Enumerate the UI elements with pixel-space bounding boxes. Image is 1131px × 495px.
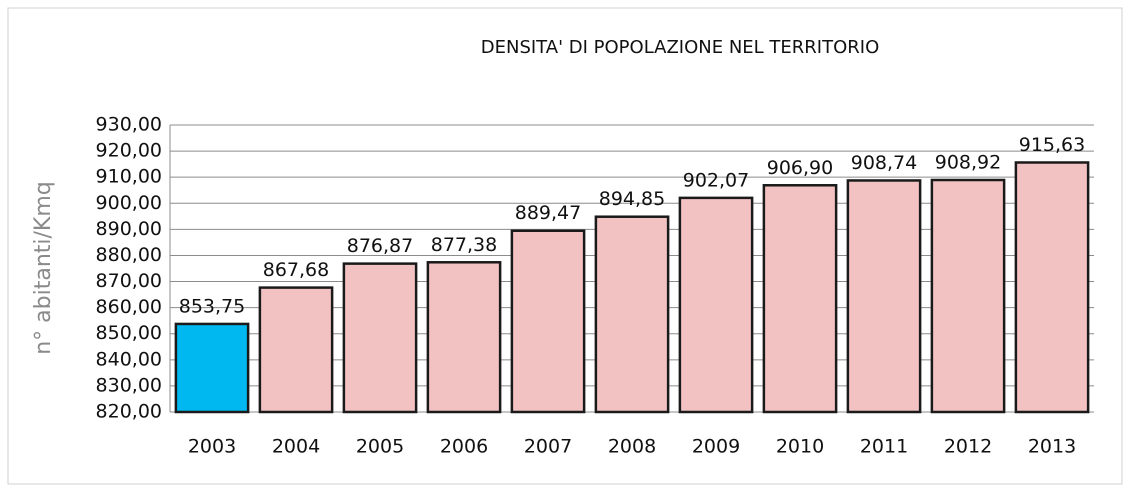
bar [426, 261, 502, 414]
x-tick-label: 2004 [272, 436, 320, 458]
bar [678, 196, 754, 414]
x-tick-label: 2011 [860, 436, 908, 458]
bar [594, 215, 670, 414]
y-tick-label: 910,00 [96, 166, 162, 188]
y-tick-label: 850,00 [96, 322, 162, 344]
x-tick-label: 2005 [356, 436, 404, 458]
y-tick-label: 900,00 [96, 192, 162, 214]
data-label: 894,85 [599, 188, 665, 210]
data-label: 908,74 [851, 152, 917, 174]
bar [930, 178, 1006, 414]
y-tick-label: 840,00 [96, 348, 162, 370]
data-label: 902,07 [683, 169, 749, 191]
bar [342, 262, 418, 414]
x-tick-label: 2008 [608, 436, 656, 458]
x-tick-label: 2003 [188, 436, 236, 458]
y-tick-label: 920,00 [96, 140, 162, 162]
data-label: 877,38 [431, 234, 497, 256]
y-tick-label: 860,00 [96, 296, 162, 318]
data-label: 906,90 [767, 157, 833, 179]
x-tick-label: 2006 [440, 436, 488, 458]
data-label: 915,63 [1019, 134, 1085, 156]
y-tick-label: 830,00 [96, 374, 162, 396]
bar [510, 229, 586, 414]
x-tick-label: 2013 [1028, 436, 1076, 458]
bar [762, 184, 838, 414]
y-tick-label: 880,00 [96, 244, 162, 266]
y-axis-label: n° abitanti/Kmq [31, 181, 56, 355]
y-tick-label: 870,00 [96, 270, 162, 292]
data-label: 889,47 [515, 202, 581, 224]
bar [1014, 161, 1090, 414]
bar [258, 286, 334, 414]
x-tick-label: 2009 [692, 436, 740, 458]
x-tick-label: 2010 [776, 436, 824, 458]
data-label: 853,75 [179, 295, 245, 317]
y-tick-label: 930,00 [96, 114, 162, 136]
x-tick-label: 2012 [944, 436, 992, 458]
data-label: 908,92 [935, 151, 1001, 173]
data-label: 867,68 [263, 259, 329, 281]
y-tick-label: 890,00 [96, 218, 162, 240]
bar [846, 179, 922, 414]
y-tick-label: 820,00 [96, 401, 162, 423]
x-tick-label: 2007 [524, 436, 572, 458]
data-label: 876,87 [347, 235, 413, 257]
bar [174, 322, 250, 414]
chart-title: DENSITA' DI POPOLAZIONE NEL TERRITORIO [481, 37, 880, 58]
